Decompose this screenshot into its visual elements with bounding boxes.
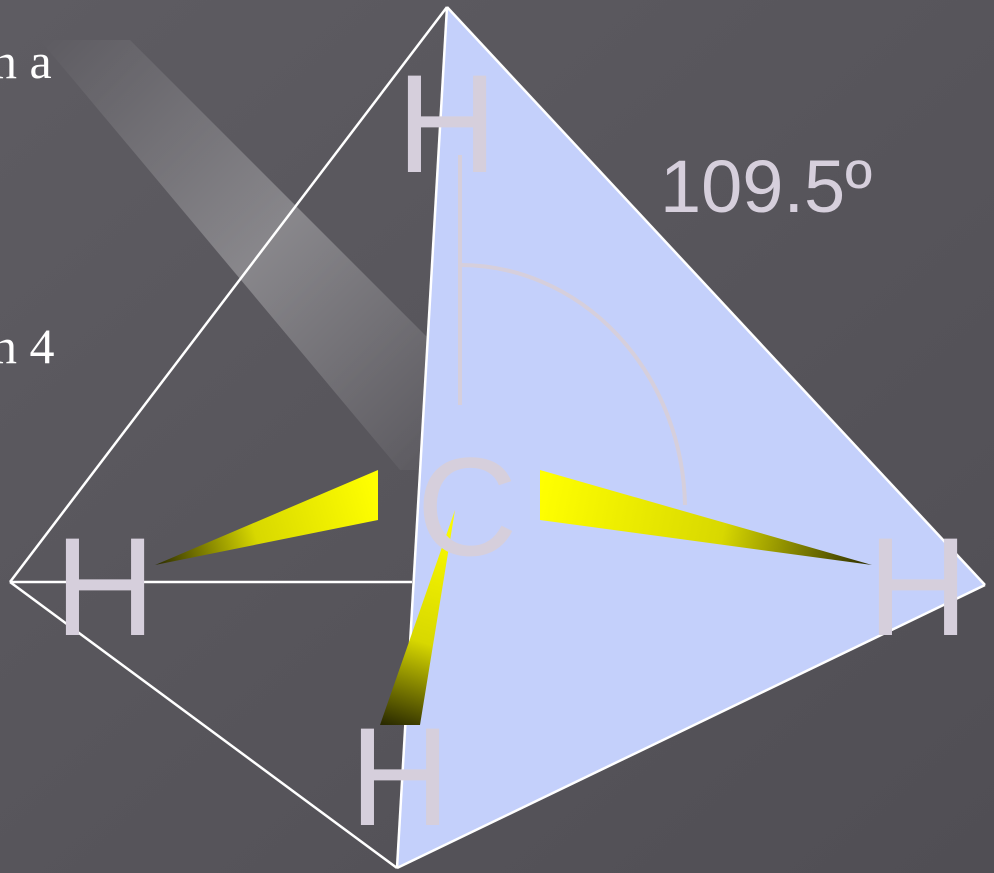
slide-text-fragment-2: n 4: [0, 318, 55, 374]
wedge-bond-right: [540, 470, 872, 565]
edge-left-bottom: [9, 580, 398, 870]
tetrahedron-front-face: [397, 7, 985, 868]
bond-angle-indicator: [458, 155, 687, 506]
atom-label-top-h: H: [396, 45, 497, 202]
atom-label-left-h: H: [54, 508, 155, 665]
atom-label-center-c: C: [416, 428, 517, 585]
angle-arc: [459, 263, 687, 506]
atom-label-right-h: H: [867, 508, 968, 665]
tetrahedron-edges: [9, 6, 986, 870]
background-light-streak: [40, 40, 470, 470]
wedge-bond-left: [155, 470, 378, 565]
bond-angle-label: 109.5º: [660, 145, 872, 228]
edge-right-bottom: [396, 583, 986, 870]
atom-label-bottom-h: H: [349, 698, 450, 855]
slide-text-fragment-1: n a: [0, 33, 52, 89]
edge-top-left: [9, 6, 448, 583]
edge-top-right: [446, 6, 986, 586]
wedge-bond-bottom: [380, 510, 455, 725]
